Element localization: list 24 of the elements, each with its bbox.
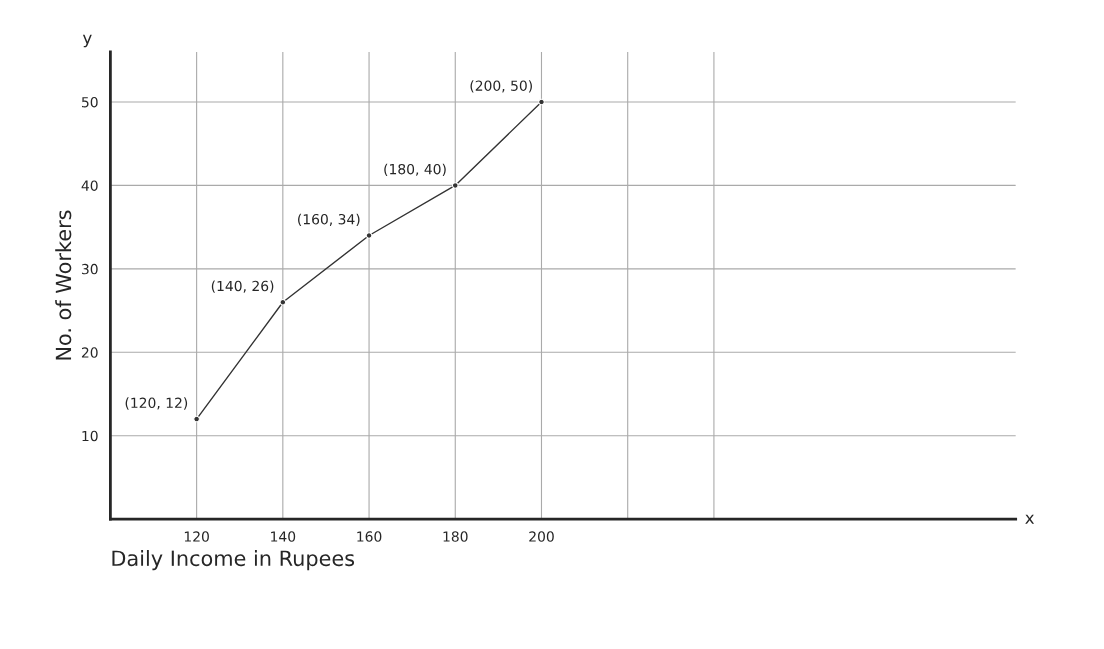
x-tick-label: 160	[357, 531, 382, 542]
data-label: (160, 34)	[298, 213, 360, 227]
point	[365, 232, 373, 239]
point	[451, 182, 459, 189]
point	[538, 98, 545, 106]
x-axis-title: Daily Income in Rupees	[112, 550, 355, 571]
y-tick-label: 50	[81, 96, 98, 108]
point	[193, 415, 200, 423]
data-label: (120, 12)	[125, 397, 188, 410]
data-label: (140, 26)	[211, 280, 274, 293]
x-tick-label: 140	[271, 531, 296, 542]
data-label: (200, 50)	[470, 80, 532, 93]
y-tick-label: 20	[81, 347, 98, 358]
x-tick-label: 200	[529, 531, 554, 542]
x-tick-label: 120	[184, 531, 209, 542]
y-axis-title: No. of Workers	[55, 210, 72, 360]
y-tick-label: 40	[81, 180, 98, 191]
x-tick-label: 180	[443, 531, 468, 542]
y-tick-label: 30	[81, 263, 98, 275]
y-tick-label: 10	[82, 430, 98, 442]
text: x	[1025, 514, 1035, 524]
point	[279, 298, 287, 306]
text: y	[82, 34, 92, 48]
data-label: (180, 40)	[384, 163, 446, 177]
